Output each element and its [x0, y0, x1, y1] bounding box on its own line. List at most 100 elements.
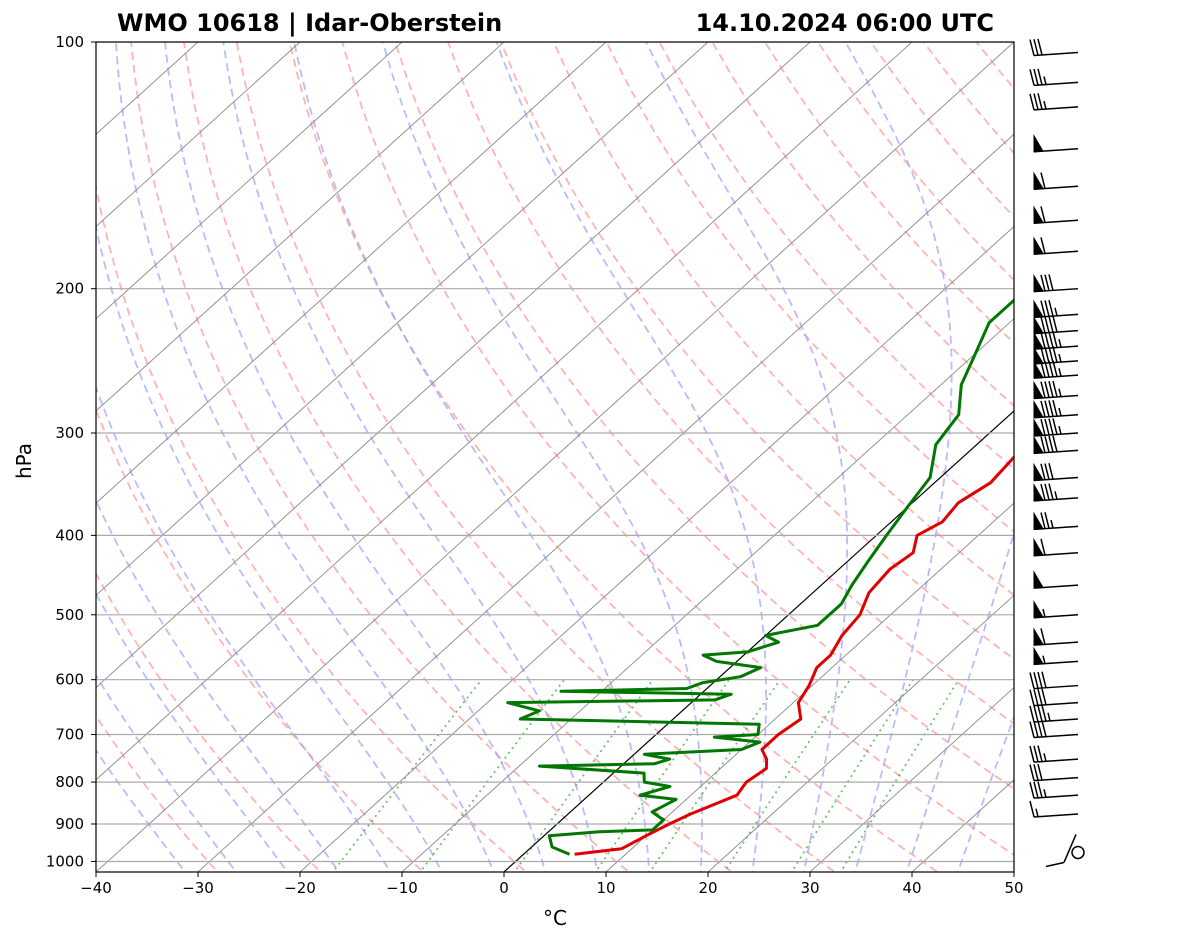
dry-adiabat — [500, 42, 1014, 661]
wind-barb-flag — [1052, 435, 1058, 452]
wind-barb-flag — [1037, 93, 1043, 110]
wind-barb-pennant — [1033, 483, 1044, 502]
moist-adiabat — [96, 385, 392, 872]
dry-adiabat — [96, 407, 425, 872]
dry-adiabat — [130, 42, 631, 872]
wind-barb-flag — [1044, 463, 1050, 480]
moist-adiabat — [96, 223, 443, 872]
wind-barb-flag — [1037, 745, 1043, 762]
moist-adiabat — [844, 42, 953, 872]
wind-barb — [1029, 671, 1079, 690]
y-tick-label: 900 — [55, 815, 84, 833]
wind-barb-flag — [1044, 346, 1050, 364]
wind-barb-stem — [1063, 834, 1077, 863]
wind-barb-flag — [1048, 346, 1054, 363]
chart-title-station: WMO 10618 | Idar-Oberstein — [117, 9, 502, 37]
wind-barb-half-flag — [1043, 100, 1047, 110]
wind-barb-flag — [1040, 628, 1046, 645]
y-tick-label: 500 — [55, 606, 84, 624]
isotherm — [299, 225, 1014, 872]
isotherm — [96, 42, 607, 504]
isotherm — [401, 318, 1014, 872]
wind-barb-flag — [1037, 763, 1043, 781]
mixing-ratio-line — [790, 679, 914, 872]
temperature-profile — [574, 454, 1014, 856]
wind-barb-flag — [1029, 764, 1035, 781]
wind-barb-flag — [1048, 331, 1054, 348]
y-tick-label: 400 — [55, 526, 84, 544]
wind-barb-pennant — [1033, 299, 1044, 318]
y-axis-label: hPa — [12, 443, 36, 479]
sounding-profiles — [506, 298, 1014, 856]
wind-barb — [1033, 511, 1079, 531]
wind-barb — [1033, 462, 1079, 482]
wind-barbs — [1029, 38, 1085, 868]
x-tick-label: −10 — [386, 879, 418, 897]
mixing-ratio-line — [723, 679, 851, 872]
wind-barb-stem — [1033, 684, 1079, 690]
isotherm — [605, 502, 1014, 872]
chart-title-datetime: 14.10.2024 06:00 UTC — [696, 9, 994, 37]
wind-barb — [1029, 38, 1079, 57]
isotherm — [809, 686, 1014, 872]
wind-barb-flag — [1040, 400, 1046, 418]
wind-barb-flag — [1040, 419, 1046, 436]
wind-barb-flag — [1033, 68, 1039, 86]
isotherm — [197, 133, 1014, 872]
wind-barb-flag — [1029, 39, 1035, 56]
wind-barb-stem — [1033, 106, 1079, 111]
wind-barb-flag — [1029, 721, 1035, 738]
wind-barb-pennant — [1033, 462, 1044, 482]
wind-barb-flag — [1041, 671, 1047, 688]
wind-barb-half-flag — [1043, 753, 1047, 762]
wind-barb — [1029, 68, 1079, 87]
isotherm — [96, 42, 403, 320]
wind-barb-flag — [1037, 720, 1043, 738]
dry-adiabat — [869, 42, 1014, 219]
wind-barb-flag — [1029, 69, 1035, 86]
moist-adiabat — [222, 42, 599, 872]
wind-barb-flag — [1037, 688, 1043, 706]
x-tick-label: 40 — [902, 879, 921, 897]
wind-barb-flag — [1040, 316, 1046, 334]
wind-barb — [1033, 315, 1079, 335]
wind-barb-half-flag — [1047, 712, 1051, 722]
isotherm — [96, 42, 301, 228]
moist-adiabat — [645, 42, 849, 872]
wind-barb-half-flag — [1042, 608, 1046, 618]
wind-barb-flag — [1037, 705, 1043, 722]
isotherm — [96, 42, 709, 596]
wind-barb-pennant — [1033, 171, 1044, 190]
mixing-ratio-line — [331, 679, 483, 872]
wind-barb-pennant — [1033, 236, 1044, 255]
calm-circle — [1071, 845, 1085, 860]
wind-barb-stem — [1033, 81, 1079, 87]
wind-barb — [1033, 133, 1079, 153]
wind-barb-flag — [1052, 315, 1058, 333]
wind-barb — [1033, 331, 1079, 350]
wind-barb-pennant — [1033, 537, 1044, 557]
wind-barb-flag — [1048, 463, 1054, 480]
x-tick-label: 10 — [596, 879, 615, 897]
wind-barb — [1033, 346, 1079, 365]
mixing-ratio-line — [419, 679, 565, 872]
moist-adiabat — [956, 714, 1014, 872]
y-tick-label: 700 — [55, 726, 84, 744]
wind-barb-flag — [1033, 93, 1039, 110]
wind-barb-flag — [1029, 705, 1035, 723]
wind-barb-flag — [1033, 39, 1039, 56]
wind-barb — [1033, 435, 1079, 455]
wind-barb-flag — [1029, 93, 1035, 111]
wind-barb-flag — [1040, 206, 1046, 223]
wind-barb-flag — [1044, 418, 1050, 436]
wind-barb-pennant — [1033, 627, 1044, 646]
wind-barb-flag — [1040, 346, 1046, 364]
wind-barb-flag — [1029, 672, 1035, 689]
isotherm — [96, 42, 811, 689]
wind-barb-flag — [1044, 400, 1050, 417]
wind-barb-flag — [1041, 688, 1047, 706]
x-tick-label: 30 — [800, 879, 819, 897]
x-tick-label: 0 — [499, 879, 509, 897]
wind-barb-half-flag — [1054, 307, 1058, 317]
wind-barb-half-flag — [1042, 655, 1046, 664]
